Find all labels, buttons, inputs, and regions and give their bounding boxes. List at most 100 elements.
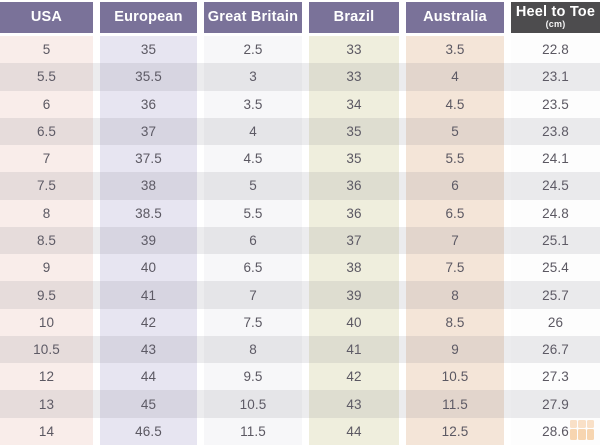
table-cell-great_britain: 7 xyxy=(204,281,302,309)
table-row: 5 35 2.5 33 3.5 22.8 xyxy=(0,36,600,64)
table-cell-heel_to_toe: 26 xyxy=(511,308,600,336)
table-cell-european: 42 xyxy=(100,308,197,336)
table-cell-australia: 7 xyxy=(406,226,504,255)
table-cell-european: 36 xyxy=(100,90,197,118)
table-cell-australia: 3.5 xyxy=(406,36,504,64)
table-cell-great_britain: 10.5 xyxy=(204,390,302,418)
table-cell-australia: 5.5 xyxy=(406,145,504,173)
table-cell-heel_to_toe: 24.8 xyxy=(511,199,600,227)
column-header-label: Great Britain xyxy=(207,8,299,25)
table-cell-european: 38 xyxy=(100,172,197,200)
table-row: 5.5 35.5 3 33 4 23.1 xyxy=(0,63,600,91)
column-header-european: European xyxy=(100,2,197,33)
table-cell-australia: 8.5 xyxy=(406,308,504,336)
table-cell-european: 45 xyxy=(100,390,197,418)
table-cell-usa: 7 xyxy=(0,145,93,173)
table-cell-australia: 6.5 xyxy=(406,199,504,227)
table-cell-usa: 9.5 xyxy=(0,281,93,309)
table-body: 5 35 2.5 33 3.5 22.8 5.5 35.5 3 33 4 23.1 6 36 3.5 34 4.… xyxy=(0,36,600,445)
table-cell-european: 40 xyxy=(100,254,197,282)
table-row: 7.5 38 5 36 6 24.5 xyxy=(0,172,600,200)
table-cell-usa: 5.5 xyxy=(0,63,93,91)
table-cell-brazil: 36 xyxy=(309,172,399,200)
table-cell-brazil: 37 xyxy=(309,226,399,255)
table-row: 12 44 9.5 42 10.5 27.3 xyxy=(0,363,600,391)
column-header-great_britain: Great Britain xyxy=(204,2,302,33)
table-cell-usa: 13 xyxy=(0,390,93,418)
table-cell-australia: 11.5 xyxy=(406,390,504,418)
table-header-row: USA European Great Britain Brazil Australia H… xyxy=(0,2,600,33)
table-cell-great_britain: 5.5 xyxy=(204,199,302,227)
table-cell-great_britain: 9.5 xyxy=(204,363,302,391)
table-row: 10 42 7.5 40 8.5 26 xyxy=(0,308,600,336)
table-cell-great_britain: 4 xyxy=(204,117,302,146)
table-cell-heel_to_toe: 23.8 xyxy=(511,117,600,146)
table-row: 9.5 41 7 39 8 25.7 xyxy=(0,281,600,309)
table-cell-usa: 8.5 xyxy=(0,226,93,255)
table-cell-european: 37.5 xyxy=(100,145,197,173)
table-cell-australia: 7.5 xyxy=(406,254,504,282)
table-cell-usa: 5 xyxy=(0,36,93,64)
table-cell-brazil: 40 xyxy=(309,308,399,336)
table-cell-european: 37 xyxy=(100,117,197,146)
table-cell-great_britain: 3.5 xyxy=(204,90,302,118)
column-header-label: Brazil xyxy=(333,8,375,25)
table-cell-australia: 4 xyxy=(406,63,504,91)
table-cell-usa: 10.5 xyxy=(0,335,93,364)
table-cell-usa: 14 xyxy=(0,417,93,445)
table-row: 7 37.5 4.5 35 5.5 24.1 xyxy=(0,145,600,173)
table-cell-brazil: 33 xyxy=(309,63,399,91)
table-cell-australia: 4.5 xyxy=(406,90,504,118)
table-cell-european: 41 xyxy=(100,281,197,309)
table-cell-heel_to_toe: 25.7 xyxy=(511,281,600,309)
table-cell-usa: 6 xyxy=(0,90,93,118)
column-header-sublabel: (cm) xyxy=(545,19,566,30)
table-cell-great_britain: 6.5 xyxy=(204,254,302,282)
table-cell-brazil: 36 xyxy=(309,199,399,227)
column-header-label: European xyxy=(114,8,183,25)
table-cell-great_britain: 8 xyxy=(204,335,302,364)
table-row: 13 45 10.5 43 11.5 27.9 xyxy=(0,390,600,418)
column-header-australia: Australia xyxy=(406,2,504,33)
table-cell-heel_to_toe: 25.1 xyxy=(511,226,600,255)
table-cell-brazil: 34 xyxy=(309,90,399,118)
column-header-heel_to_toe: Heel to Toe (cm) xyxy=(511,2,600,33)
table-cell-brazil: 33 xyxy=(309,36,399,64)
table-cell-brazil: 42 xyxy=(309,363,399,391)
table-cell-brazil: 43 xyxy=(309,390,399,418)
table-row: 6 36 3.5 34 4.5 23.5 xyxy=(0,90,600,118)
table-cell-australia: 8 xyxy=(406,281,504,309)
table-cell-brazil: 39 xyxy=(309,281,399,309)
table-cell-australia: 9 xyxy=(406,335,504,364)
table-cell-heel_to_toe: 27.9 xyxy=(511,390,600,418)
table-row: 9 40 6.5 38 7.5 25.4 xyxy=(0,254,600,282)
table-cell-european: 35 xyxy=(100,36,197,64)
table-cell-usa: 8 xyxy=(0,199,93,227)
table-cell-australia: 6 xyxy=(406,172,504,200)
table-row: 14 46.5 11.5 44 12.5 28.6 xyxy=(0,417,600,445)
table-cell-european: 46.5 xyxy=(100,417,197,445)
table-cell-usa: 9 xyxy=(0,254,93,282)
column-header-usa: USA xyxy=(0,2,93,33)
table-cell-heel_to_toe: 23.1 xyxy=(511,63,600,91)
table-cell-australia: 10.5 xyxy=(406,363,504,391)
table-cell-brazil: 44 xyxy=(309,417,399,445)
table-cell-brazil: 38 xyxy=(309,254,399,282)
table-cell-european: 35.5 xyxy=(100,63,197,91)
column-header-label: Heel to Toe xyxy=(515,4,596,21)
table-cell-heel_to_toe: 22.8 xyxy=(511,36,600,64)
table-row: 10.5 43 8 41 9 26.7 xyxy=(0,335,600,364)
table-cell-european: 39 xyxy=(100,226,197,255)
table-cell-usa: 12 xyxy=(0,363,93,391)
column-header-brazil: Brazil xyxy=(309,2,399,33)
table-cell-european: 43 xyxy=(100,335,197,364)
column-header-label: Australia xyxy=(423,8,487,25)
table-cell-great_britain: 2.5 xyxy=(204,36,302,64)
table-cell-usa: 10 xyxy=(0,308,93,336)
table-cell-heel_to_toe: 25.4 xyxy=(511,254,600,282)
table-cell-european: 38.5 xyxy=(100,199,197,227)
table-cell-usa: 7.5 xyxy=(0,172,93,200)
table-row: 8.5 39 6 37 7 25.1 xyxy=(0,226,600,255)
grid-logo-watermark-icon xyxy=(570,420,594,441)
